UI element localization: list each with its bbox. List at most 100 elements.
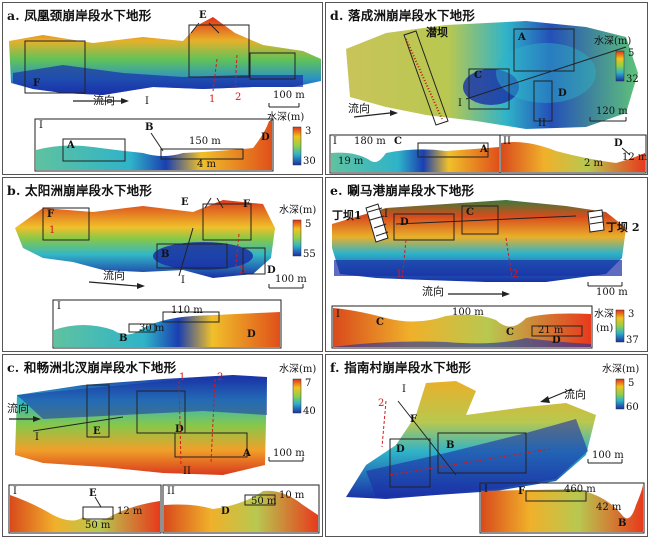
terrain-map	[9, 17, 321, 172]
label-D: D	[175, 424, 184, 435]
profile-D-label: D	[614, 138, 623, 149]
profile-w1-label: 12 m	[117, 506, 143, 517]
panel-a: a. 凤凰颈崩岸段水下地形 E F 流向 I 1 2 100 m 水深(m) 3…	[2, 2, 323, 175]
legend-min: 5	[628, 378, 635, 389]
dam-2-label: 丁坝 2	[606, 221, 640, 234]
section-I-label: I	[145, 96, 149, 107]
terrain-map	[8, 375, 320, 534]
section-II-label: II	[538, 118, 546, 129]
section-2-label: 2	[217, 372, 224, 383]
profile-C-label: C	[394, 136, 402, 147]
scale-bar-label: 100 m	[273, 90, 305, 101]
profile-w2-label: 50 m	[85, 520, 111, 531]
profile-I-label: I	[336, 309, 340, 320]
profile-D-label: D	[552, 335, 561, 346]
dam-label: 潜坝	[426, 26, 448, 39]
profile-A-label: A	[67, 140, 75, 151]
legend-min: 3	[628, 309, 635, 320]
profile-D-label: D	[261, 132, 270, 143]
section-I-label: I	[402, 384, 406, 395]
label-F-right: F	[243, 199, 251, 210]
section-2-label: 2	[512, 269, 519, 280]
section-II-label: II	[183, 466, 191, 477]
label-C: C	[466, 207, 474, 218]
profile-w1-label: 460 m	[564, 484, 596, 495]
section-I-label: I	[458, 98, 462, 109]
terrain-map	[15, 197, 304, 349]
legend-title: 水深(m)	[279, 205, 317, 216]
legend-min: 5	[305, 219, 312, 230]
panel-b: b. 太阳洲崩岸段水下地形 E F F B D 1 3 I 流向 100 m 水…	[2, 177, 323, 352]
profile-width-label: 180 m	[354, 136, 386, 147]
scale-bar-label: 100 m	[273, 448, 305, 459]
label-D: D	[396, 444, 405, 455]
profile-w2-label: 21 m	[538, 325, 564, 336]
label-B: B	[161, 249, 170, 260]
flow-label: 流向	[93, 94, 115, 107]
legend-max: 55	[303, 249, 316, 260]
profile-B-label: B	[618, 518, 627, 529]
flow-label: 流向	[103, 269, 125, 282]
profile2-w1-label: 10 m	[279, 490, 305, 501]
section-1-label: 1	[396, 269, 403, 280]
section-I-label: I	[181, 275, 185, 286]
legend-max: 30	[303, 156, 316, 167]
label-D: D	[400, 217, 409, 228]
panel-title: d. 落成洲崩岸段水下地形	[330, 8, 476, 23]
section-3-label: 3	[239, 265, 246, 276]
profile-I-label: I	[333, 136, 337, 147]
panel-title: a. 凤凰颈崩岸段水下地形	[7, 8, 152, 23]
panel-e: e. 唰马港崩岸段水下地形 丁坝1 丁坝 2 I C D 1 2 流向 100 …	[325, 177, 648, 352]
profile-E-label: E	[89, 488, 97, 499]
profile-w2-label: 12 m	[622, 152, 648, 163]
label-E: E	[199, 10, 207, 21]
section-I-label: I	[35, 432, 39, 443]
legend-title: 水深(m)	[267, 112, 305, 123]
scale-bar-label: 100 m	[596, 287, 628, 298]
panel-title: b. 太阳洲崩岸段水下地形	[7, 183, 153, 198]
flow-label: 流向	[348, 102, 370, 115]
legend-min: 3	[305, 126, 312, 137]
profile-I-label: I	[39, 120, 43, 131]
label-F-left: F	[47, 209, 55, 220]
profile-B-label: B	[145, 122, 154, 133]
profile-II-label: II	[167, 486, 175, 497]
profile-C1-label: C	[376, 317, 384, 328]
profile-II-label: II	[503, 136, 511, 147]
label-F: F	[410, 414, 418, 425]
profile-depth-label: 19 m	[338, 156, 364, 167]
label-A: A	[243, 448, 251, 459]
label-E: E	[93, 426, 101, 437]
section-1-label: 1	[49, 225, 56, 236]
profile-I-label: I	[57, 301, 61, 312]
section-2-label: 2	[378, 398, 385, 409]
label-C: C	[474, 70, 482, 81]
section-2-label: 2	[235, 92, 242, 103]
profile-depth-label: 4 m	[197, 159, 217, 170]
panel-title: e. 唰马港崩岸段水下地形	[330, 183, 475, 198]
legend-title: 水深(m)	[594, 36, 632, 47]
profile-D-label: D	[221, 506, 230, 517]
legend-title: 水深(m)	[602, 364, 640, 375]
profile-C2-label: C	[506, 327, 514, 338]
scale-bar-label: 100 m	[275, 274, 307, 285]
label-D: D	[267, 265, 276, 276]
profile-w2-label: 42 m	[596, 502, 622, 513]
label-D: D	[558, 88, 567, 99]
panel-f: f. 指南村崩岸段水下地形 I F D B 2 流向 100 m 水深(m) 5…	[325, 354, 648, 537]
profile-A-label: A	[480, 144, 488, 155]
dam-1-label: 丁坝1	[332, 209, 362, 222]
profile2-w2-label: 50 m	[251, 496, 277, 507]
panel-c: c. 和畅洲北汊崩岸段水下地形 流向 I E D A II 1 2 100 m …	[2, 354, 323, 537]
legend-max: 60	[626, 402, 639, 413]
profile-width-label: 150 m	[189, 136, 221, 147]
label-E: E	[181, 197, 189, 208]
panel-title: f. 指南村崩岸段水下地形	[330, 360, 472, 375]
profile-I-label: I	[484, 484, 488, 495]
label-F: F	[33, 78, 41, 89]
profile-w1-label: 30 m	[139, 323, 165, 334]
section-I-label: I	[384, 209, 388, 220]
profile-D-label: D	[247, 329, 256, 340]
flow-label: 流向	[7, 402, 29, 415]
profile-w1-label: 100 m	[452, 307, 484, 318]
